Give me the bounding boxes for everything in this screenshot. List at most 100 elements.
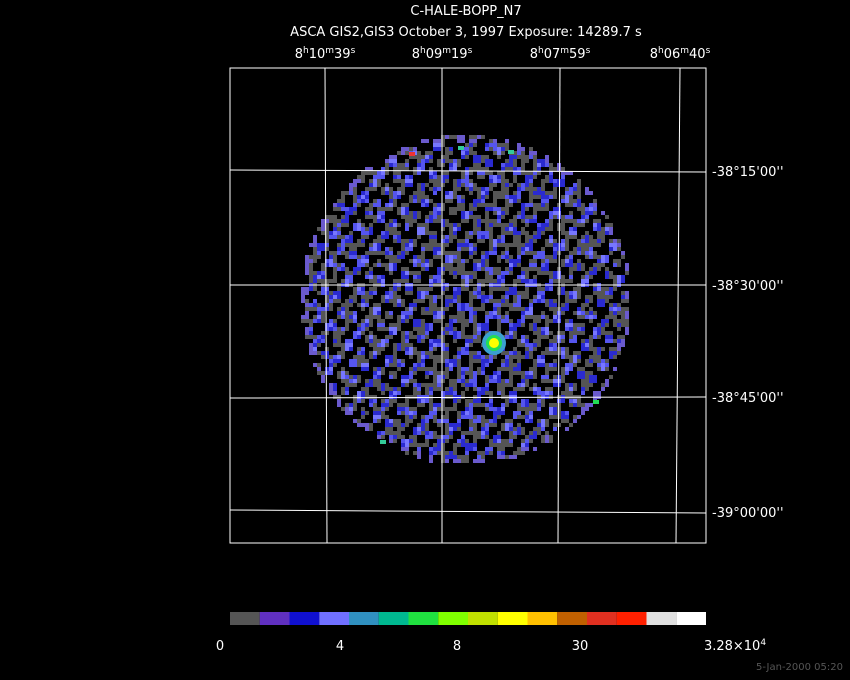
pixel <box>485 447 489 451</box>
pixel <box>625 307 629 311</box>
pixel <box>585 299 589 303</box>
pixel <box>425 295 429 299</box>
pixel <box>429 175 433 179</box>
pixel <box>525 235 529 239</box>
pixel <box>433 299 437 303</box>
pixel <box>325 303 329 307</box>
pixel <box>465 275 469 279</box>
pixel <box>329 263 333 267</box>
pixel <box>445 367 449 371</box>
pixel <box>517 303 521 307</box>
pixel <box>397 323 401 327</box>
pixel <box>389 231 393 235</box>
pixel <box>309 335 313 339</box>
pixel <box>325 291 329 295</box>
pixel <box>413 259 417 263</box>
pixel <box>409 311 413 315</box>
pixel <box>521 431 525 435</box>
pixel <box>585 275 589 279</box>
pixel <box>369 291 373 295</box>
pixel <box>349 407 353 411</box>
pixel <box>401 239 405 243</box>
pixel <box>561 243 565 247</box>
pixel <box>353 187 357 191</box>
pixel <box>325 219 329 223</box>
dec-grid-line <box>229 509 707 514</box>
pixel <box>549 343 553 347</box>
pixel <box>509 183 513 187</box>
pixel <box>529 147 533 151</box>
pixel <box>361 415 365 419</box>
pixel <box>457 363 461 367</box>
pixel <box>457 315 461 319</box>
pixel <box>313 259 317 263</box>
pixel <box>389 291 393 295</box>
pixel <box>353 359 357 363</box>
pixel <box>321 339 325 343</box>
pixel <box>425 435 429 439</box>
pixel <box>609 303 613 307</box>
pixel <box>309 255 313 259</box>
pixel <box>593 223 597 227</box>
colorbar-cell <box>557 612 587 625</box>
pixel <box>405 203 409 207</box>
pixel <box>457 303 461 307</box>
pixel <box>561 215 565 219</box>
pixel <box>513 415 517 419</box>
pixel <box>521 443 525 447</box>
pixel <box>497 367 501 371</box>
pixel <box>461 443 465 447</box>
pixel <box>325 279 329 283</box>
pixel <box>313 255 317 259</box>
pixel <box>449 163 453 167</box>
pixel <box>401 383 405 387</box>
pixel <box>321 379 325 383</box>
pixel <box>497 275 501 279</box>
pixel <box>393 439 397 443</box>
pixel <box>405 271 409 275</box>
pixel <box>521 271 525 275</box>
pixel <box>461 207 465 211</box>
pixel <box>529 171 533 175</box>
pixel <box>581 315 585 319</box>
pixel <box>313 351 317 355</box>
pixel <box>341 367 345 371</box>
pixel <box>429 279 433 283</box>
pixel <box>365 427 369 431</box>
pixel <box>357 243 361 247</box>
pixel <box>397 403 401 407</box>
pixel <box>509 427 513 431</box>
pixel <box>413 307 417 311</box>
pixel <box>465 367 469 371</box>
pixel <box>505 159 509 163</box>
pixel <box>433 431 437 435</box>
pixel <box>433 179 437 183</box>
pixel <box>517 407 521 411</box>
pixel <box>509 379 513 383</box>
pixel <box>481 323 485 327</box>
pixel <box>533 251 537 255</box>
pixel <box>425 291 429 295</box>
pixel <box>389 315 393 319</box>
pixel <box>453 163 457 167</box>
pixel <box>493 435 497 439</box>
pixel <box>449 379 453 383</box>
pixel <box>489 243 493 247</box>
pixel <box>469 319 473 323</box>
pixel <box>393 363 397 367</box>
pixel <box>405 443 409 447</box>
pixel <box>437 375 441 379</box>
pixel <box>593 251 597 255</box>
pixel <box>497 219 501 223</box>
pixel <box>517 279 521 283</box>
pixel <box>577 355 581 359</box>
pixel <box>337 327 341 331</box>
pixel <box>541 207 545 211</box>
pixel <box>393 219 397 223</box>
pixel <box>389 323 393 327</box>
pixel <box>461 243 465 247</box>
pixel <box>445 175 449 179</box>
pixel <box>349 311 353 315</box>
pixel <box>457 347 461 351</box>
pixel <box>457 295 461 299</box>
